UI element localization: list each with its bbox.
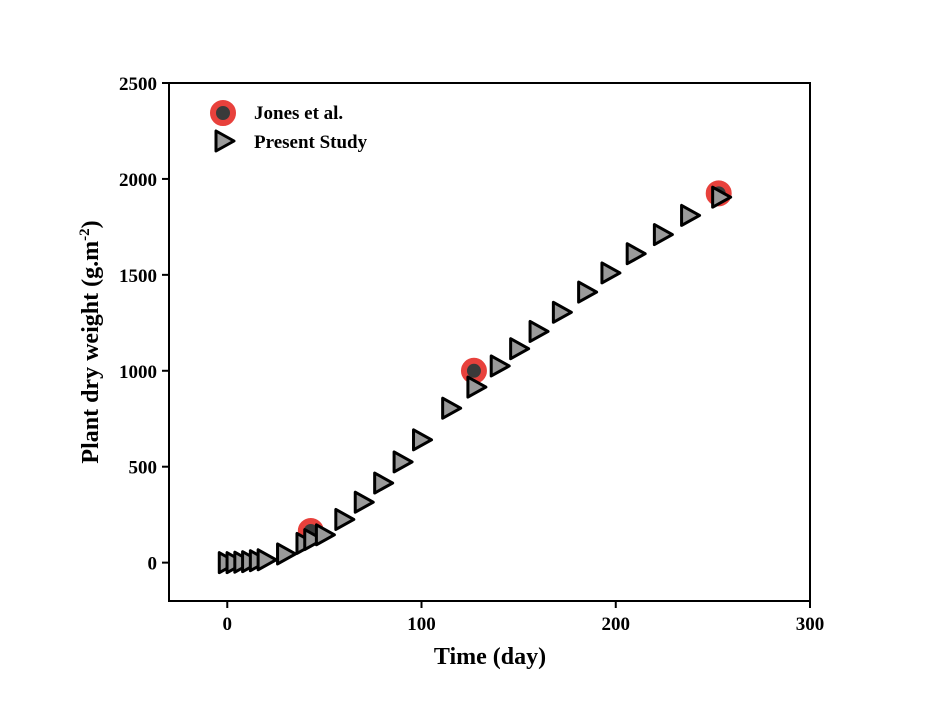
legend-label-present-study: Present Study <box>254 132 368 153</box>
present-study-point-12 <box>373 471 395 495</box>
present-study-point-14 <box>412 428 434 452</box>
legend: Jones et al. Present Study <box>210 100 368 153</box>
x-axis-label: Time (day) <box>434 644 546 670</box>
y-tick-label-4: 2000 <box>119 170 157 191</box>
present-study-point-16 <box>466 375 488 399</box>
present-study-point-8 <box>303 528 325 552</box>
present-study-point-5 <box>256 548 278 572</box>
y-axis-label-main: Plant dry weight (g.m <box>78 241 104 464</box>
series-present-study <box>217 185 733 575</box>
y-axis-label: Plant dry weight (g.m-2) <box>77 220 104 463</box>
present-study-point-6 <box>276 542 298 566</box>
y-tick-label-1: 500 <box>129 458 158 479</box>
legend-label-jones: Jones et al. <box>254 103 343 124</box>
y-tick-label-3: 1500 <box>119 266 157 287</box>
present-study-point-22 <box>600 261 622 285</box>
plot-frame <box>168 82 811 602</box>
y-tick-label-0: 0 <box>148 554 158 575</box>
present-study-point-20 <box>551 300 573 324</box>
legend-marker-present-study <box>214 129 236 153</box>
x-axis-ticks: 0 100 200 300 <box>223 601 825 635</box>
y-tick-label-5: 2500 <box>119 74 157 95</box>
y-tick-label-2: 1000 <box>119 362 157 383</box>
legend-marker-jones <box>210 100 236 126</box>
y-axis-ticks: 0 500 1000 1500 2000 2500 <box>119 74 169 575</box>
present-study-point-15 <box>441 396 463 420</box>
present-study-point-24 <box>652 223 674 247</box>
present-study-point-10 <box>334 507 356 531</box>
present-study-point-26 <box>711 185 733 209</box>
y-axis-label-superscript: -2 <box>77 228 93 241</box>
present-study-point-17 <box>489 354 511 378</box>
present-study-point-9 <box>314 523 336 547</box>
x-tick-label-1: 100 <box>407 614 436 635</box>
x-tick-label-3: 300 <box>796 614 825 635</box>
y-axis-label-close: ) <box>78 220 104 228</box>
present-study-point-18 <box>509 337 531 361</box>
present-study-point-25 <box>680 203 702 227</box>
present-study-point-11 <box>353 490 375 514</box>
present-study-point-19 <box>528 319 550 343</box>
x-tick-label-2: 200 <box>602 614 631 635</box>
present-study-point-23 <box>625 242 647 266</box>
present-study-point-13 <box>392 450 414 474</box>
present-study-point-21 <box>577 280 599 304</box>
x-tick-label-0: 0 <box>223 614 233 635</box>
